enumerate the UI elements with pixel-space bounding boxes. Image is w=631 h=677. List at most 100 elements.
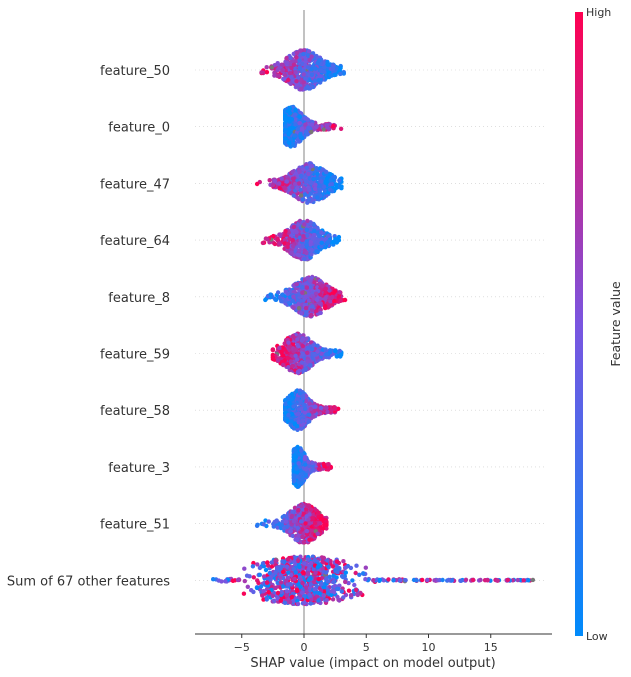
shap-point <box>313 182 318 187</box>
shap-point <box>312 520 318 526</box>
shap-point <box>286 340 291 345</box>
shap-point <box>317 58 322 63</box>
shap-point <box>287 140 292 146</box>
shap-point <box>287 71 293 76</box>
shap-point <box>312 280 317 285</box>
shap-point <box>283 401 288 407</box>
shap-point <box>332 298 337 304</box>
shap-point <box>272 73 277 78</box>
shap-point <box>336 238 342 243</box>
shap-point <box>331 123 336 129</box>
shap-point <box>316 510 321 515</box>
shap-point <box>289 397 294 402</box>
shap-point <box>306 298 312 303</box>
shap-point <box>289 74 294 80</box>
shap-point <box>322 64 327 70</box>
shap-point <box>339 184 344 189</box>
shap-point <box>309 247 314 253</box>
shap-point <box>310 304 315 309</box>
shap-point <box>296 461 301 466</box>
shap-point <box>279 176 284 181</box>
shap-point <box>318 516 324 522</box>
shap-point <box>309 122 315 127</box>
shap-point <box>259 70 264 75</box>
shap-point <box>307 419 312 424</box>
shap-point <box>296 302 301 307</box>
shap-point <box>293 171 299 176</box>
shap-point <box>292 133 297 138</box>
shap-point <box>266 519 271 524</box>
shap-point <box>292 181 298 187</box>
shap-point <box>303 122 308 127</box>
shap-point <box>297 139 302 144</box>
beeswarm-dots <box>211 48 536 607</box>
shap-point <box>273 297 278 302</box>
shap-point <box>295 126 301 132</box>
shap-point <box>293 58 299 64</box>
shap-point <box>323 286 328 291</box>
shap-point <box>285 108 290 114</box>
shap-point <box>299 173 304 179</box>
shap-point <box>263 297 268 303</box>
shap-point <box>330 597 336 602</box>
shap-point <box>297 53 303 58</box>
shap-point <box>307 463 312 469</box>
shap-point <box>283 113 288 118</box>
shap-point <box>285 418 290 424</box>
shap-point <box>275 236 280 241</box>
shap-point <box>295 525 301 531</box>
shap-point <box>291 141 296 147</box>
shap-point <box>313 186 318 192</box>
shap-point <box>327 349 333 355</box>
shap-point <box>291 62 297 67</box>
shap-point <box>320 283 325 288</box>
shap-point <box>299 311 304 316</box>
shap-point <box>315 195 320 200</box>
shap-point <box>299 448 304 453</box>
shap-point <box>265 237 270 242</box>
shap-point <box>288 528 294 534</box>
shap-point <box>295 342 300 348</box>
shap-point <box>294 229 299 235</box>
shap-point <box>288 81 293 86</box>
shap-point <box>304 250 309 256</box>
shap-point <box>272 179 278 184</box>
shap-point <box>316 466 322 472</box>
shap-point <box>294 130 300 135</box>
shap-point <box>277 345 282 351</box>
shap-point <box>280 181 285 187</box>
shap-point <box>301 540 306 545</box>
shap-point <box>301 422 306 427</box>
shap-point <box>284 179 289 184</box>
shap-point <box>306 187 312 192</box>
shap-point <box>283 136 288 141</box>
shap-point <box>269 65 274 70</box>
shap-point <box>308 406 313 412</box>
shap-point <box>299 426 304 431</box>
shap-point <box>290 185 295 190</box>
shap-point <box>332 175 337 180</box>
shap-point <box>272 241 278 247</box>
shap-point <box>333 348 338 354</box>
shap-point <box>301 68 306 74</box>
shap-point <box>301 51 306 57</box>
shap-point <box>300 290 305 295</box>
shap-point <box>280 67 286 73</box>
shap-point <box>320 167 325 172</box>
shap-point <box>280 353 286 358</box>
shap-point <box>310 467 315 472</box>
shap-point <box>300 237 305 243</box>
shap-point <box>303 462 308 467</box>
shap-point <box>327 295 332 301</box>
shap-point <box>303 466 309 472</box>
shap-point <box>307 537 312 542</box>
shap-point <box>322 464 327 469</box>
shap-point <box>287 119 292 124</box>
shap-point <box>305 218 310 224</box>
shap-point <box>324 169 329 175</box>
shap-point <box>296 222 301 228</box>
shap-point <box>309 252 314 257</box>
shap-point <box>312 404 318 409</box>
shap-point <box>245 584 250 589</box>
shap-point <box>295 424 300 429</box>
